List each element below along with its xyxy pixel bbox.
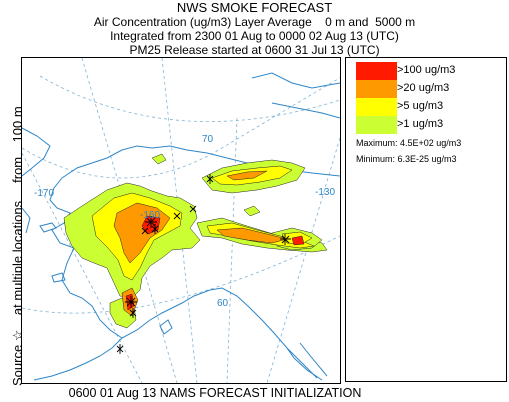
legend-label-1: >1 ug/m3 — [397, 118, 444, 130]
lat-label-70: 70 — [202, 134, 214, 145]
legend-minimum: Minimum: 6.3E-25 ug/m3 — [356, 154, 457, 164]
legend-item-20: >20 ug/m3 — [356, 80, 506, 98]
coastline — [22, 72, 340, 381]
source-side-label: Source ☆ at multiple locations from 100 … — [0, 56, 25, 386]
plume20-northeast — [226, 170, 268, 181]
canada-arctic-islands — [251, 72, 340, 89]
source-marker-8 — [280, 234, 291, 245]
nunivak-island — [51, 272, 66, 283]
title-main: NWS SMOKE FORECAST — [176, 0, 333, 15]
source-marker-5 — [129, 308, 137, 318]
source-marker-6 — [116, 344, 124, 354]
lat-line-70 — [39, 75, 340, 122]
legend-panel: >100 ug/m3 >20 ug/m3 >5 ug/m3 >1 ug/m3 M… — [345, 57, 507, 382]
legend-item-1: >1 ug/m3 — [356, 116, 506, 134]
legend-label-100: >100 ug/m3 — [397, 64, 456, 76]
source-marker-7 — [206, 174, 214, 184]
plume-island-1 — [151, 153, 167, 165]
kodiak-island — [159, 319, 173, 335]
map-panel: -170 -160 -130 70 60 — [21, 57, 341, 384]
legend-swatch-20 — [356, 80, 397, 98]
source-marker-2 — [151, 224, 159, 234]
source-marker-9 — [173, 212, 181, 220]
lon-line-170 — [22, 152, 143, 383]
title-subtitle: Air Concentration (ug/m3) Layer Average … — [93, 15, 416, 29]
lon-label-160: -160 — [140, 210, 160, 221]
title-integration-period: Integrated from 2300 01 Aug to 0000 02 A… — [110, 29, 399, 43]
plume100-east — [291, 235, 305, 246]
source-marker-3 — [141, 227, 149, 235]
lat-label-60: 60 — [217, 298, 229, 309]
panhandle — [286, 342, 328, 381]
source-marker-1 — [145, 216, 157, 228]
legend-maximum: Maximum: 4.5E+02 ug/m3 — [356, 138, 462, 148]
source-marker-4 — [125, 296, 137, 308]
legend-label-20: >20 ug/m3 — [397, 82, 450, 94]
lon-line-140 — [226, 117, 238, 383]
legend-swatch-1 — [356, 116, 397, 134]
south-coast — [121, 287, 318, 379]
lon-label-170: -170 — [34, 188, 54, 199]
lon-line-130 — [266, 137, 340, 383]
chukotka-coast — [22, 127, 51, 177]
alaska-russia-coast-east — [22, 207, 31, 234]
canada-arctic-islands-2 — [271, 102, 340, 119]
title-release-info: PM25 Release started at 0600 31 Jul 13 (… — [129, 43, 380, 57]
forecast-initialization: 0600 01 Aug 13 NAMS FORECAST INITIALIZAT… — [68, 386, 362, 400]
lon-label-130: -130 — [315, 187, 335, 198]
legend-swatch-100 — [356, 62, 397, 80]
legend-label-5: >5 ug/m3 — [397, 100, 444, 112]
st-lawrence-island — [39, 222, 57, 233]
legend-item-100: >100 ug/m3 — [356, 62, 506, 80]
plume20-east — [216, 227, 288, 244]
source-markers — [116, 174, 291, 354]
legend-swatch-5 — [356, 98, 397, 116]
lat-line-outer — [22, 77, 340, 179]
source-marker-10 — [189, 205, 197, 213]
legend-item-5: >5 ug/m3 — [356, 98, 506, 116]
aleutian-chain — [33, 337, 123, 381]
plume-island-2 — [243, 205, 261, 217]
smoke-map: -170 -160 -130 70 60 — [22, 58, 340, 383]
lat-line-60 — [22, 235, 340, 314]
title-block: NWS SMOKE FORECAST Air Concentration (ug… — [0, 0, 509, 57]
